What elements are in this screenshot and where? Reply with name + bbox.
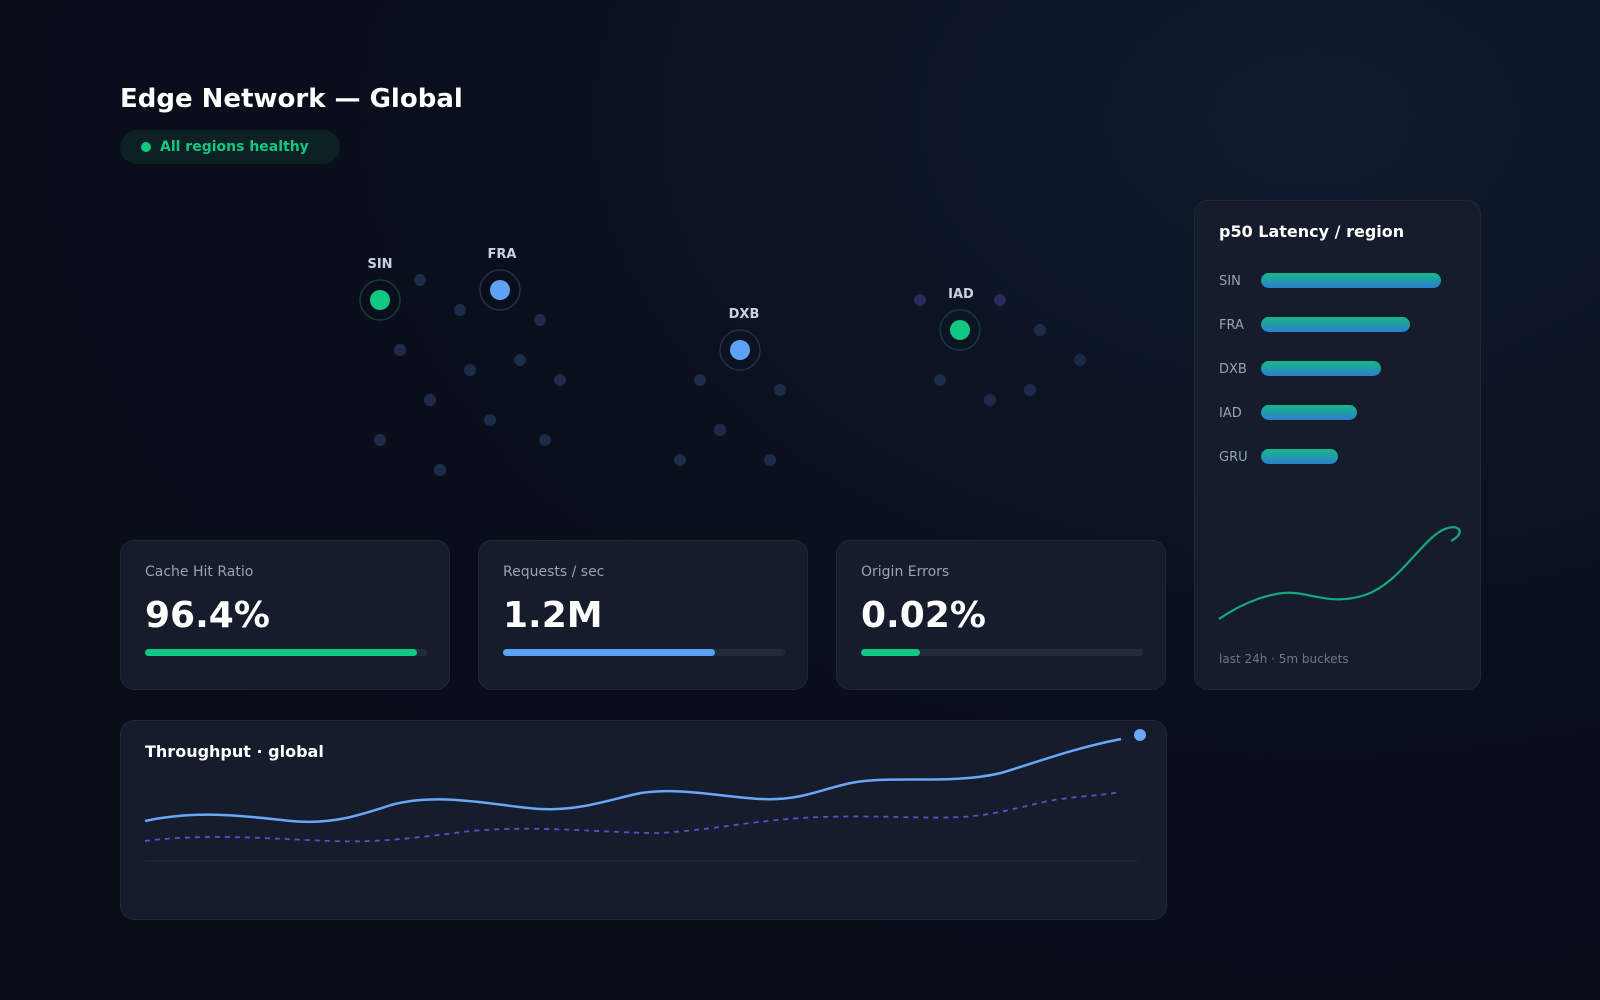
latency-footnote: last 24h · 5m buckets	[1219, 652, 1349, 666]
throughput-primary-line	[144, 737, 1122, 824]
latency-region-label: SIN	[1219, 274, 1241, 289]
kpi-value: 0.02%	[861, 595, 986, 636]
latency-region-label: FRA	[1219, 318, 1244, 333]
latency-region-label: DXB	[1219, 362, 1247, 377]
kpi-progress-track	[503, 649, 785, 656]
kpi-value: 96.4%	[145, 595, 270, 636]
latency-card[interactable]: p50 Latency / region SIN FRA DXB IAD GRU…	[1194, 200, 1481, 690]
latency-bar	[1261, 405, 1357, 420]
region-label-iad: IAD	[948, 287, 974, 302]
status-text: All regions healthy	[160, 139, 309, 155]
kpi-progress-track	[861, 649, 1143, 656]
region-label-dxb: DXB	[729, 307, 760, 322]
throughput-secondary-line	[144, 790, 1122, 843]
kpi-progress-fill	[145, 649, 417, 656]
fra-node-icon	[490, 280, 510, 300]
latency-row: SIN	[1219, 273, 1459, 289]
sin-node-icon	[370, 290, 390, 310]
throughput-endpoint-marker	[1134, 729, 1146, 741]
latency-trend-line	[1218, 526, 1461, 620]
region-node-dxb: DXB	[719, 307, 761, 371]
throughput-title: Throughput · global	[145, 742, 324, 761]
region-label-sin: SIN	[367, 257, 392, 272]
kpi-value: 1.2M	[503, 595, 603, 636]
kpi-card-requests[interactable]: Requests / sec 1.2M	[478, 540, 808, 690]
kpi-progress-track	[145, 649, 427, 656]
edge-map: SIN FRA DXB IAD	[359, 247, 1086, 476]
latency-bar	[1261, 361, 1381, 376]
page-title: Edge Network — Global	[120, 84, 463, 114]
latency-bar	[1261, 273, 1441, 288]
kpi-card-origin-errors[interactable]: Origin Errors 0.02%	[836, 540, 1166, 690]
iad-node-icon	[950, 320, 970, 340]
kpi-label: Cache Hit Ratio	[145, 564, 254, 580]
latency-row: FRA	[1219, 317, 1459, 333]
latency-title: p50 Latency / region	[1219, 222, 1405, 241]
kpi-label: Origin Errors	[861, 564, 950, 580]
latency-region-label: GRU	[1219, 450, 1248, 465]
latency-region-label: IAD	[1219, 406, 1242, 421]
region-node-sin: SIN	[359, 257, 401, 321]
latency-trend-chart	[1218, 526, 1461, 620]
status-badge[interactable]: All regions healthy	[120, 130, 340, 164]
map-dots	[374, 274, 1086, 476]
region-node-iad: IAD	[939, 287, 981, 351]
kpi-progress-fill	[861, 649, 921, 656]
kpi-label: Requests / sec	[503, 564, 605, 580]
latency-row: GRU	[1219, 449, 1459, 465]
latency-bar	[1261, 449, 1338, 464]
region-label-fra: FRA	[488, 247, 517, 262]
latency-row: DXB	[1219, 361, 1459, 377]
status-dot-icon	[141, 142, 151, 152]
throughput-card[interactable]: Throughput · global	[120, 720, 1167, 920]
latency-row: IAD	[1219, 405, 1459, 421]
latency-bar	[1261, 317, 1410, 332]
region-node-fra: FRA	[479, 247, 521, 311]
kpi-card-cache-hit[interactable]: Cache Hit Ratio 96.4%	[120, 540, 450, 690]
dxb-node-icon	[730, 340, 750, 360]
throughput-chart	[144, 729, 1146, 862]
kpi-progress-fill	[503, 649, 715, 656]
